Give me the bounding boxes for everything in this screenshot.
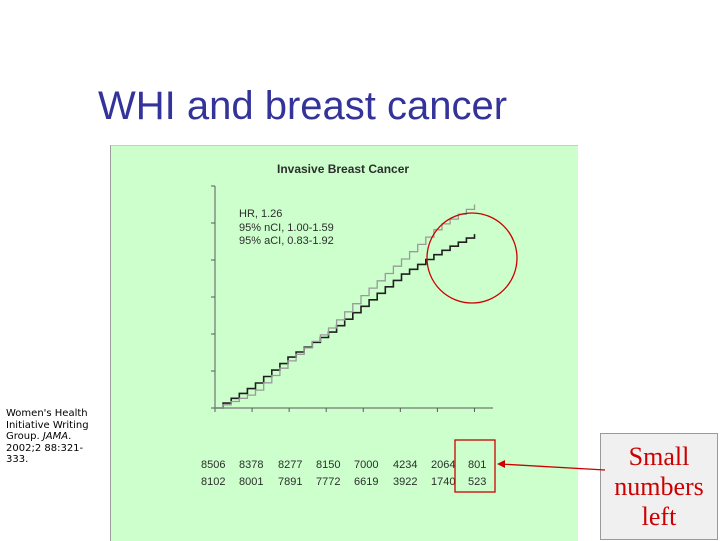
citation-journal: JAMA [42, 431, 69, 442]
at-risk-cell: 8378 [239, 459, 264, 471]
at-risk-cell: 1740 [431, 476, 456, 488]
slide-title: WHI and breast cancer [98, 84, 508, 128]
stats-block: HR, 1.26 95% nCI, 1.00-1.59 95% aCI, 0.8… [239, 208, 334, 249]
small-numbers-note: Small numbers left [600, 433, 718, 540]
stat-aci: 95% aCI, 0.83-1.92 [239, 235, 334, 247]
at-risk-cell: 8277 [278, 459, 303, 471]
at-risk-cell: 4234 [393, 459, 418, 471]
arrow-head [497, 460, 505, 468]
stat-hr: HR, 1.26 [239, 208, 283, 220]
at-risk-cell: 3922 [393, 476, 418, 488]
at-risk-cell: 6619 [354, 476, 379, 488]
at-risk-cell: 801 [468, 459, 487, 471]
citation: Women's Health Initiative Writing Group.… [6, 408, 94, 466]
at-risk-cell: 8150 [316, 459, 341, 471]
at-risk-cell: 523 [468, 476, 487, 488]
at-risk-cell: 8506 [201, 459, 226, 471]
at-risk-cell: 2064 [431, 459, 456, 471]
stat-nci: 95% nCI, 1.00-1.59 [239, 221, 334, 234]
chart-panel: Invasive Breast Cancer HR, 1.26 95% nCI,… [110, 145, 578, 541]
highlight-circle [426, 212, 518, 304]
x-axis [214, 407, 493, 412]
at-risk-cell: 8102 [201, 476, 226, 488]
chart-title: Invasive Breast Cancer [277, 162, 410, 176]
at-risk-cell: 7772 [316, 476, 341, 488]
y-axis [211, 185, 216, 409]
citation-lead: Women's Health Initiative Writing Group. [6, 408, 89, 442]
citation-rest: . 2002;2 88:321-333. [6, 431, 84, 465]
arrow-line [499, 463, 606, 471]
at-risk-cell: 8001 [239, 476, 264, 488]
at-risk-cell: 7000 [354, 459, 379, 471]
highlight-box [454, 439, 496, 493]
at-risk-cell: 7891 [278, 476, 303, 488]
